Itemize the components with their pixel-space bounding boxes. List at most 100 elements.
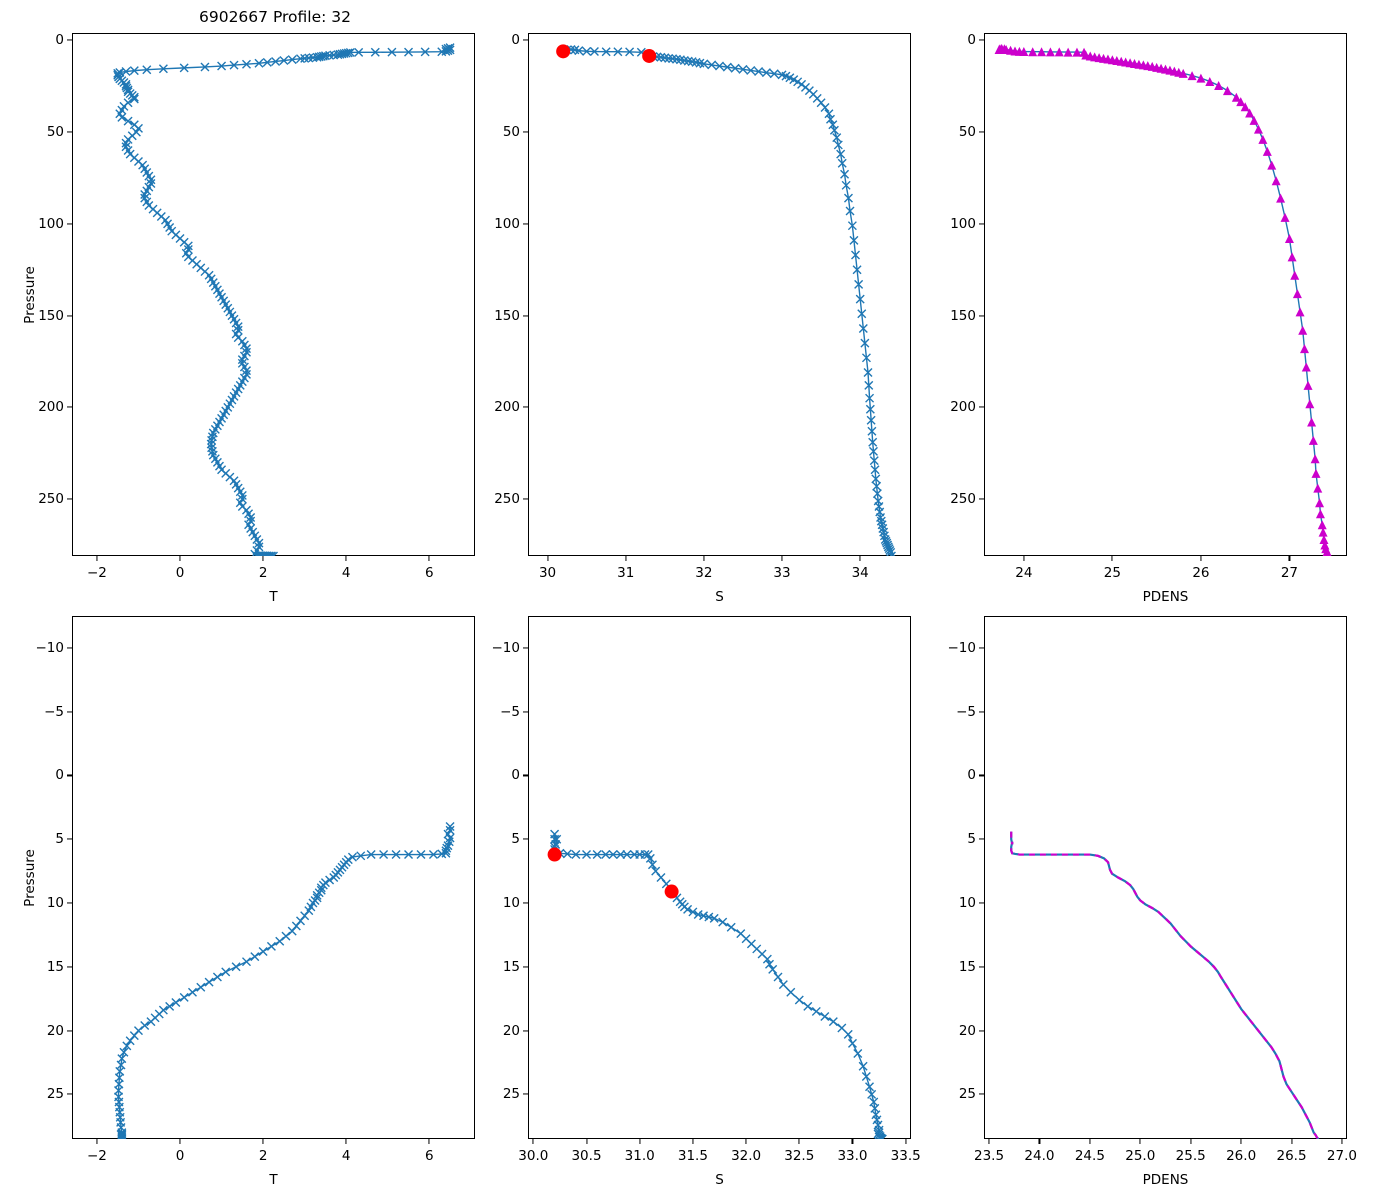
x-tick-label: 31.5	[677, 1148, 708, 1164]
y-tick-label: 150	[38, 307, 64, 324]
plot-data-layer	[556, 44, 896, 556]
y-tick-mark	[523, 1093, 528, 1095]
series-line	[998, 47, 1330, 556]
x-tick-mark	[1240, 1139, 1242, 1144]
x-tick-label: 24.0	[1024, 1148, 1055, 1164]
x-tick-mark	[1341, 1139, 1343, 1144]
y-tick-label: −10	[35, 639, 65, 656]
y-tick-mark	[67, 711, 72, 713]
x-tick-label: 6	[425, 1148, 434, 1164]
axes-frame	[528, 33, 911, 556]
x-tick-mark	[96, 556, 98, 561]
x-tick-mark	[96, 1139, 98, 1144]
y-tick-mark	[979, 966, 984, 968]
plot-panel-top-right-pdens	[984, 33, 1347, 556]
x-tick-mark	[905, 1139, 907, 1144]
y-tick-mark	[67, 966, 72, 968]
y-tick-mark	[979, 498, 984, 500]
series-markers	[114, 44, 455, 556]
y-tick-mark	[523, 315, 528, 317]
y-tick-label: 250	[950, 491, 976, 508]
x-tick-label: 6	[425, 565, 434, 581]
x-tick-mark	[585, 1139, 588, 1144]
y-tick-mark	[523, 406, 528, 408]
x-tick-mark	[988, 1139, 990, 1144]
y-tick-label: 50	[46, 124, 64, 141]
y-tick-label: 250	[494, 491, 520, 508]
y-tick-label: 0	[967, 767, 976, 784]
x-axis-label: T	[269, 1172, 278, 1188]
y-tick-mark	[523, 498, 528, 500]
y-tick-label: 200	[38, 399, 64, 416]
y-tick-label: 0	[511, 767, 520, 784]
y-tick-mark	[523, 223, 528, 225]
plot-panel-top-left-temperature	[72, 33, 475, 556]
y-tick-mark	[523, 1030, 528, 1032]
x-tick-mark	[179, 1139, 181, 1144]
axes-frame	[984, 616, 1347, 1139]
plot-data-layer	[114, 821, 455, 1139]
plot-panel-bottom-left-temperature-zoom	[72, 616, 475, 1139]
x-tick-label: −2	[86, 1148, 107, 1164]
y-tick-mark	[67, 131, 72, 133]
x-tick-mark	[851, 1139, 854, 1144]
y-tick-label: 50	[502, 124, 520, 141]
x-tick-label: 4	[341, 1148, 351, 1164]
y-tick-mark	[979, 406, 984, 408]
y-tick-mark	[523, 711, 528, 713]
x-tick-label: 23.5	[974, 1148, 1005, 1164]
y-tick-mark	[67, 647, 72, 649]
y-tick-mark	[67, 406, 72, 408]
x-axis-label: PDENS	[1142, 1172, 1189, 1188]
x-tick-mark	[703, 556, 705, 561]
flagged-point-marker	[664, 884, 679, 899]
x-tick-label: 24	[1015, 565, 1033, 581]
x-tick-label: 27.0	[1326, 1148, 1357, 1164]
y-tick-label: 25	[46, 1086, 64, 1103]
axes-frame	[72, 616, 475, 1139]
series-line	[562, 48, 893, 556]
x-tick-mark	[179, 556, 181, 561]
y-tick-mark	[979, 1093, 984, 1095]
flagged-point-marker	[547, 847, 562, 862]
y-tick-mark	[523, 966, 528, 968]
series-overlay-line	[1010, 831, 1320, 1139]
y-tick-label: 0	[967, 32, 976, 49]
y-tick-label: 0	[55, 767, 64, 784]
y-tick-label: 0	[511, 32, 520, 49]
x-tick-mark	[345, 556, 347, 561]
y-tick-label: 20	[958, 1022, 976, 1039]
x-tick-mark	[1139, 1139, 1141, 1144]
y-tick-label: −10	[491, 639, 521, 656]
x-tick-label: 27	[1280, 565, 1299, 581]
series-line	[117, 47, 453, 556]
series-markers	[550, 829, 887, 1139]
axes-frame	[72, 33, 475, 556]
x-tick-mark	[262, 1139, 264, 1144]
x-tick-mark	[639, 1139, 641, 1144]
y-tick-mark	[67, 1093, 72, 1095]
y-tick-mark	[523, 131, 528, 133]
y-tick-label: 25	[958, 1086, 976, 1103]
y-tick-mark	[979, 838, 984, 840]
y-tick-label: 20	[46, 1022, 64, 1039]
x-tick-mark	[692, 1139, 694, 1144]
x-tick-label: 31.0	[624, 1148, 655, 1164]
x-tick-mark	[798, 1139, 800, 1144]
x-tick-label: 2	[258, 565, 268, 581]
y-tick-label: 100	[494, 215, 520, 232]
y-tick-mark	[67, 902, 72, 904]
series-line	[1010, 831, 1320, 1139]
y-tick-label: 250	[38, 491, 64, 508]
y-tick-label: 25	[502, 1086, 520, 1103]
x-tick-mark	[345, 1139, 347, 1144]
y-tick-mark	[523, 647, 528, 649]
x-tick-label: 2	[258, 1148, 268, 1164]
x-tick-mark	[532, 1139, 534, 1144]
y-tick-mark	[523, 838, 528, 840]
x-tick-mark	[1288, 556, 1290, 561]
x-tick-label: 24.5	[1074, 1148, 1105, 1164]
y-tick-label: 5	[511, 831, 520, 848]
y-tick-mark	[67, 315, 72, 317]
